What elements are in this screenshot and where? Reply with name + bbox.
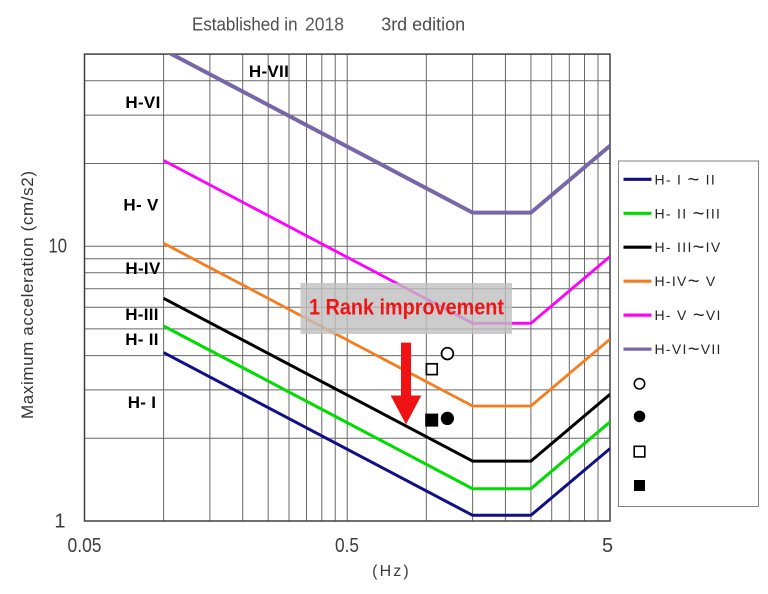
svg-text:H- V ~VI: H- V ~VI <box>655 305 722 327</box>
svg-text:2018: 2018 <box>305 14 344 35</box>
svg-text:3rd edition: 3rd edition <box>381 14 465 35</box>
svg-text:5: 5 <box>602 535 613 557</box>
svg-text:H- III~IV: H- III~IV <box>655 237 722 259</box>
svg-text:Established in: Established in <box>192 14 298 35</box>
svg-text:Maximum acceleration (cm/s2): Maximum acceleration (cm/s2) <box>18 171 37 419</box>
svg-text:H- V: H- V <box>123 196 159 215</box>
svg-text:H-VI: H-VI <box>125 93 160 112</box>
svg-text:H- I: H- I <box>128 393 157 412</box>
svg-text:10: 10 <box>49 235 68 257</box>
svg-text:H-VII: H-VII <box>249 62 289 81</box>
svg-text:H- II: H- II <box>125 330 159 349</box>
svg-text:0.5: 0.5 <box>335 535 359 557</box>
svg-text:H- I ~ II: H- I ~ II <box>655 169 717 191</box>
svg-text:H-IV~ V: H-IV~ V <box>655 271 717 293</box>
svg-text:H-VI~VII: H-VI~VII <box>655 339 722 361</box>
svg-text:1 Rank improvement: 1 Rank improvement <box>309 295 504 320</box>
svg-text:1: 1 <box>54 511 65 533</box>
svg-text:H-IV: H-IV <box>125 259 161 278</box>
svg-text:0.05: 0.05 <box>68 535 102 557</box>
svg-text:H-III: H-III <box>125 305 159 324</box>
svg-text:(Hz): (Hz) <box>372 563 409 580</box>
svg-text:H- II ~III: H- II ~III <box>655 203 722 225</box>
